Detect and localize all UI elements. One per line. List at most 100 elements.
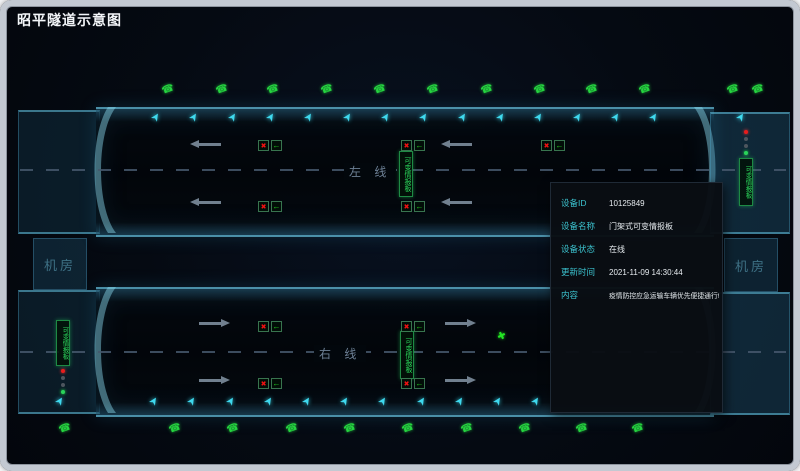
page-title: 昭平隧道示意图 <box>17 12 122 28</box>
emergency-phone-icon[interactable]: ☎ <box>167 421 183 436</box>
cctv-camera-icon[interactable]: ➤ <box>261 394 277 409</box>
cctv-camera-icon[interactable]: ➤ <box>378 110 394 125</box>
emergency-phone-icon[interactable]: ☎ <box>284 421 300 436</box>
machine-room-right[interactable]: 机房 <box>724 238 778 292</box>
emergency-phone-icon[interactable]: ☎ <box>214 82 230 97</box>
field-label: 设备名称 <box>561 221 596 231</box>
cctv-camera-icon[interactable]: ➤ <box>263 110 279 125</box>
red-x-icon: ✖ <box>258 201 269 212</box>
green-arrow-icon: ← <box>414 321 425 332</box>
popup-row: 更新时间 2021-11-09 14:30:44 <box>561 266 714 278</box>
lane-direction-arrow <box>190 198 221 206</box>
emergency-phone-icon[interactable]: ☎ <box>160 82 176 97</box>
field-value: 10125849 <box>609 199 645 208</box>
popup-row: 设备状态 在线 <box>561 243 714 255</box>
emergency-phone-icon[interactable]: ☎ <box>574 421 590 436</box>
emergency-phone-icon[interactable]: ☎ <box>319 82 335 97</box>
field-label: 设备状态 <box>561 244 596 254</box>
tunnel-label-lower: 右 线 <box>314 345 367 362</box>
cctv-camera-icon[interactable]: ➤ <box>455 110 471 125</box>
jet-fan-icon[interactable]: ✖ <box>495 329 507 344</box>
emergency-phone-icon[interactable]: ☎ <box>400 421 416 436</box>
red-x-icon: ✖ <box>401 201 412 212</box>
cctv-camera-icon[interactable]: ➤ <box>493 110 509 125</box>
cctv-camera-icon[interactable]: ➤ <box>299 394 315 409</box>
emergency-phone-icon[interactable]: ☎ <box>342 421 358 436</box>
field-value: 在线 <box>609 245 625 254</box>
cctv-camera-icon[interactable]: ➤ <box>146 394 162 409</box>
cctv-camera-icon[interactable]: ➤ <box>608 110 624 125</box>
lane-direction-arrow <box>199 319 230 327</box>
green-arrow-icon: ← <box>271 201 282 212</box>
cctv-camera-icon[interactable]: ➤ <box>414 394 430 409</box>
signal-lights <box>61 366 65 397</box>
green-arrow-icon: ← <box>271 378 282 389</box>
roadside-vms-sign[interactable]: 可变情报板 <box>56 320 70 397</box>
cctv-camera-icon[interactable]: ➤ <box>531 110 547 125</box>
cctv-camera-icon[interactable]: ➤ <box>416 110 432 125</box>
lane-control-signal[interactable]: ✖ ← <box>258 140 282 151</box>
cctv-camera-icon[interactable]: ➤ <box>337 394 353 409</box>
cctv-camera-icon[interactable]: ➤ <box>570 110 586 125</box>
cctv-camera-icon[interactable]: ➤ <box>452 394 468 409</box>
red-x-icon: ✖ <box>258 140 269 151</box>
lane-control-signal[interactable]: ✖ ← <box>401 140 425 151</box>
cctv-camera-icon[interactable]: ➤ <box>223 394 239 409</box>
emergency-phone-icon[interactable]: ☎ <box>517 421 533 436</box>
tunnel-vms-sign[interactable]: 可变情报板 <box>399 151 413 197</box>
cctv-camera-icon[interactable]: ➤ <box>490 394 506 409</box>
lane-control-signal[interactable]: ✖ ← <box>401 201 425 212</box>
emergency-phone-icon[interactable]: ☎ <box>750 82 766 97</box>
emergency-phone-icon[interactable]: ☎ <box>225 421 241 436</box>
lane-control-signal[interactable]: ✖ ← <box>258 201 282 212</box>
cctv-camera-icon[interactable]: ➤ <box>733 110 749 125</box>
red-x-icon: ✖ <box>258 378 269 389</box>
cctv-camera-icon[interactable]: ➤ <box>186 110 202 125</box>
tunnel-vms-sign[interactable]: 可变情报板 <box>400 331 414 379</box>
lane-control-signal[interactable]: ✖ ← <box>401 378 425 389</box>
lane-control-signal[interactable]: ✖ ← <box>258 378 282 389</box>
field-label: 更新时间 <box>561 267 596 277</box>
lane-control-signal[interactable]: ✖ ← <box>258 321 282 332</box>
cctv-camera-icon[interactable]: ➤ <box>646 110 662 125</box>
cctv-camera-icon[interactable]: ➤ <box>340 110 356 125</box>
emergency-phone-icon[interactable]: ☎ <box>265 82 281 97</box>
lane-control-signal[interactable]: ✖ ← <box>541 140 565 151</box>
emergency-phone-icon[interactable]: ☎ <box>532 82 548 97</box>
emergency-phone-icon[interactable]: ☎ <box>425 82 441 97</box>
emergency-phone-icon[interactable]: ☎ <box>630 421 646 436</box>
green-arrow-icon: ← <box>271 321 282 332</box>
lane-direction-arrow <box>445 376 476 384</box>
roadside-vms-sign[interactable]: 可变情报板 <box>739 127 753 206</box>
lane-direction-arrow <box>190 140 221 148</box>
cctv-camera-icon[interactable]: ➤ <box>301 110 317 125</box>
cctv-camera-icon[interactable]: ➤ <box>375 394 391 409</box>
emergency-phone-icon[interactable]: ☎ <box>372 82 388 97</box>
red-light-icon <box>744 130 748 134</box>
field-value: 2021-11-09 14:30:44 <box>609 268 683 277</box>
cctv-camera-icon[interactable]: ➤ <box>184 394 200 409</box>
cctv-camera-icon[interactable]: ➤ <box>528 394 544 409</box>
emergency-phone-icon[interactable]: ☎ <box>725 82 741 97</box>
green-light-icon <box>744 151 748 155</box>
machine-room-label: 机房 <box>43 257 76 273</box>
emergency-phone-icon[interactable]: ☎ <box>584 82 600 97</box>
tunnel-portal-icon <box>94 287 116 413</box>
green-arrow-icon: ← <box>271 140 282 151</box>
emergency-phone-icon[interactable]: ☎ <box>459 421 475 436</box>
field-label: 设备ID <box>561 198 587 208</box>
machine-room-left[interactable]: 机房 <box>33 238 87 290</box>
lane-control-signal[interactable]: ✖ ← <box>401 321 425 332</box>
red-light-icon <box>61 369 65 373</box>
cctv-camera-icon[interactable]: ➤ <box>225 110 241 125</box>
emergency-phone-icon[interactable]: ☎ <box>479 82 495 97</box>
off-light-icon <box>61 376 65 380</box>
field-value: 门架式可变情报板 <box>609 222 673 231</box>
emergency-phone-icon[interactable]: ☎ <box>57 421 73 436</box>
emergency-phone-icon[interactable]: ☎ <box>637 82 653 97</box>
signal-lights <box>744 127 748 158</box>
approach-road-lower-right <box>710 292 790 415</box>
cctv-camera-icon[interactable]: ➤ <box>148 110 164 125</box>
green-light-icon <box>61 390 65 394</box>
